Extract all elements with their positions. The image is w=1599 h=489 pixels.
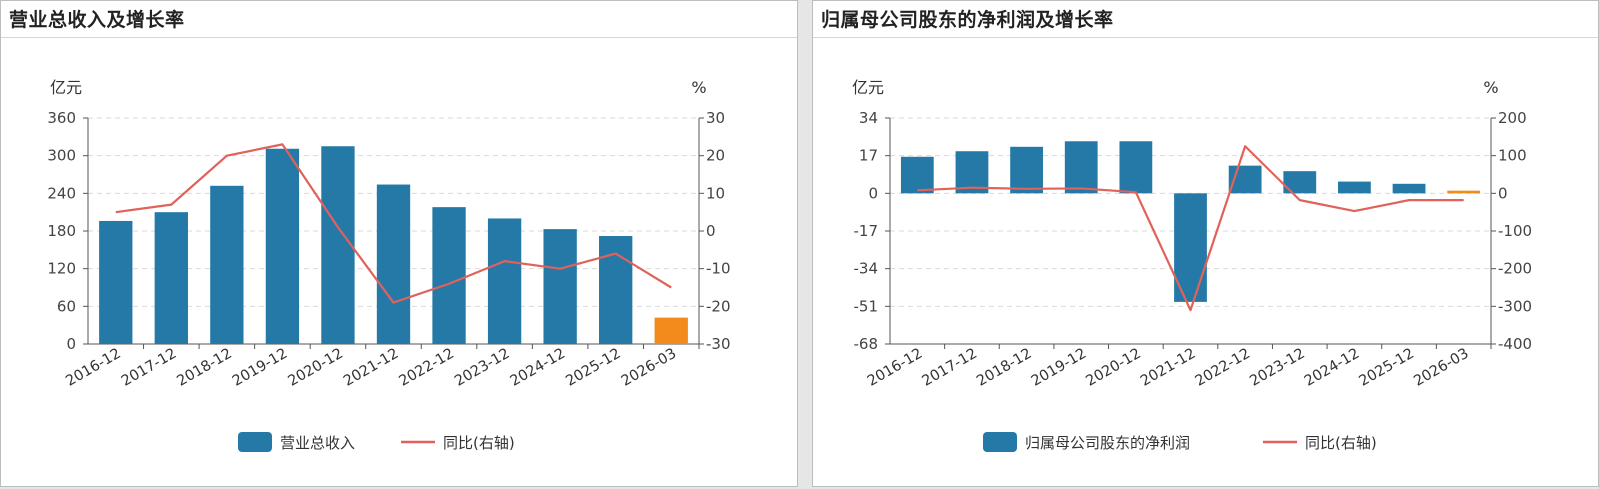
right-axis-tick-label: 0 bbox=[706, 222, 716, 240]
x-axis-tick-label: 2017-12 bbox=[919, 346, 979, 390]
revenue-chart-panel: 营业总收入及增长率 0 60 120 180 240 300 360 -30 -20 -10 0 10… bbox=[0, 0, 798, 487]
bar bbox=[321, 146, 355, 344]
right-axis-tick-label: 0 bbox=[1498, 184, 1508, 202]
x-axis-tick-label: 2024-12 bbox=[508, 346, 568, 390]
left-axis-tick-label: 0 bbox=[66, 335, 76, 353]
left-axis-tick-label: -68 bbox=[854, 335, 879, 353]
left-axis-tick-label: 0 bbox=[868, 184, 878, 202]
left-axis-tick-label: 300 bbox=[47, 147, 76, 165]
x-axis-tick-label: 2023-12 bbox=[1247, 346, 1307, 390]
right-axis-unit: % bbox=[1483, 78, 1498, 97]
legend-bar-swatch bbox=[238, 432, 272, 452]
net-profit-chart: -68 -51 -34 -17 0 17 34 -400 -300 -200 -100 0 100 200… bbox=[852, 78, 1532, 452]
bar bbox=[654, 317, 688, 344]
x-axis-tick-label: 2025-12 bbox=[1357, 346, 1417, 390]
bar bbox=[376, 184, 411, 344]
right-axis-tick-label: -400 bbox=[1498, 335, 1532, 353]
legend-bar-label: 营业总收入 bbox=[280, 434, 355, 452]
left-axis-tick-label: -17 bbox=[854, 222, 879, 240]
left-axis-tick-label: 17 bbox=[859, 147, 878, 165]
left-axis-tick-label: -51 bbox=[854, 297, 879, 315]
bar bbox=[432, 207, 466, 344]
bar bbox=[265, 148, 300, 344]
bar bbox=[154, 212, 188, 344]
bar bbox=[543, 229, 577, 344]
bar bbox=[599, 236, 633, 344]
right-axis-tick-label: 100 bbox=[1498, 147, 1527, 165]
bar bbox=[955, 151, 989, 194]
x-axis-tick-label: 2020-12 bbox=[1083, 346, 1143, 390]
right-axis-tick-label: 20 bbox=[706, 147, 725, 165]
right-axis-tick-label: -10 bbox=[706, 260, 731, 278]
right-axis-tick-label: 200 bbox=[1498, 109, 1527, 127]
right-axis-tick-label: -100 bbox=[1498, 222, 1532, 240]
left-axis-tick-label: 180 bbox=[47, 222, 76, 240]
net-profit-chart-panel: 归属母公司股东的净利润及增长率 -68 -51 -34 -17 0 17 34 -400 -30… bbox=[812, 0, 1599, 487]
right-axis-tick-label: 10 bbox=[706, 184, 725, 202]
left-axis-tick-label: 240 bbox=[47, 184, 76, 202]
left-axis-tick-label: 360 bbox=[47, 109, 76, 127]
bar bbox=[1338, 181, 1371, 194]
right-axis-tick-label: -20 bbox=[706, 297, 731, 315]
x-axis-tick-label: 2021-12 bbox=[341, 346, 401, 390]
x-axis-tick-label: 2023-12 bbox=[452, 346, 512, 390]
legend-bar-label: 归属母公司股东的净利润 bbox=[1025, 434, 1190, 452]
bar bbox=[210, 185, 244, 344]
chart-title: 归属母公司股东的净利润及增长率 bbox=[821, 9, 1114, 31]
left-axis-tick-label: -34 bbox=[854, 260, 879, 278]
revenue-chart: 0 60 120 180 240 300 360 -30 -20 -10 0 10 20 30 亿元 % 201… bbox=[47, 78, 731, 452]
bar bbox=[1064, 141, 1098, 194]
x-axis-tick-label: 2026-03 bbox=[1411, 346, 1471, 390]
x-axis-tick-label: 2021-12 bbox=[1138, 346, 1198, 390]
x-axis-tick-label: 2018-12 bbox=[974, 346, 1034, 390]
bar bbox=[99, 220, 133, 344]
bar bbox=[1119, 141, 1153, 194]
title-divider bbox=[1, 37, 797, 38]
x-axis-tick-label: 2017-12 bbox=[119, 346, 179, 390]
yoy-line bbox=[917, 145, 1464, 312]
x-axis-tick-label: 2018-12 bbox=[174, 346, 234, 390]
chart-title: 营业总收入及增长率 bbox=[9, 9, 185, 31]
x-axis-tick-label: 2024-12 bbox=[1302, 346, 1362, 390]
x-axis-tick-label: 2019-12 bbox=[1029, 346, 1089, 390]
bar bbox=[900, 156, 934, 194]
left-axis-tick-label: 60 bbox=[57, 297, 76, 315]
legend-line-label: 同比(右轴) bbox=[443, 434, 515, 452]
x-axis-tick-label: 2019-12 bbox=[230, 346, 290, 390]
bar bbox=[1010, 146, 1043, 194]
x-axis-tick-label: 2025-12 bbox=[563, 346, 623, 390]
right-axis-tick-label: -300 bbox=[1498, 297, 1532, 315]
title-divider bbox=[813, 37, 1598, 38]
x-axis-tick-label: 2026-03 bbox=[619, 346, 679, 390]
bar bbox=[1447, 190, 1481, 194]
legend-line-label: 同比(右轴) bbox=[1305, 434, 1377, 452]
left-axis-unit: 亿元 bbox=[50, 78, 82, 97]
bar bbox=[487, 218, 522, 344]
right-axis-tick-label: 30 bbox=[706, 109, 725, 127]
x-axis-tick-label: 2022-12 bbox=[397, 346, 457, 390]
bar bbox=[1283, 171, 1317, 194]
bar bbox=[1174, 193, 1207, 302]
yoy-line bbox=[115, 143, 672, 304]
left-axis-tick-label: 120 bbox=[47, 260, 76, 278]
x-axis-tick-label: 2022-12 bbox=[1193, 346, 1253, 390]
right-axis-unit: % bbox=[691, 78, 706, 97]
legend-bar-swatch bbox=[983, 432, 1017, 452]
right-axis-tick-label: -30 bbox=[706, 335, 731, 353]
left-axis-tick-label: 34 bbox=[859, 109, 878, 127]
left-axis-unit: 亿元 bbox=[852, 78, 884, 97]
x-axis-tick-label: 2020-12 bbox=[285, 346, 345, 390]
right-axis-tick-label: -200 bbox=[1498, 260, 1532, 278]
bar bbox=[1392, 183, 1426, 194]
